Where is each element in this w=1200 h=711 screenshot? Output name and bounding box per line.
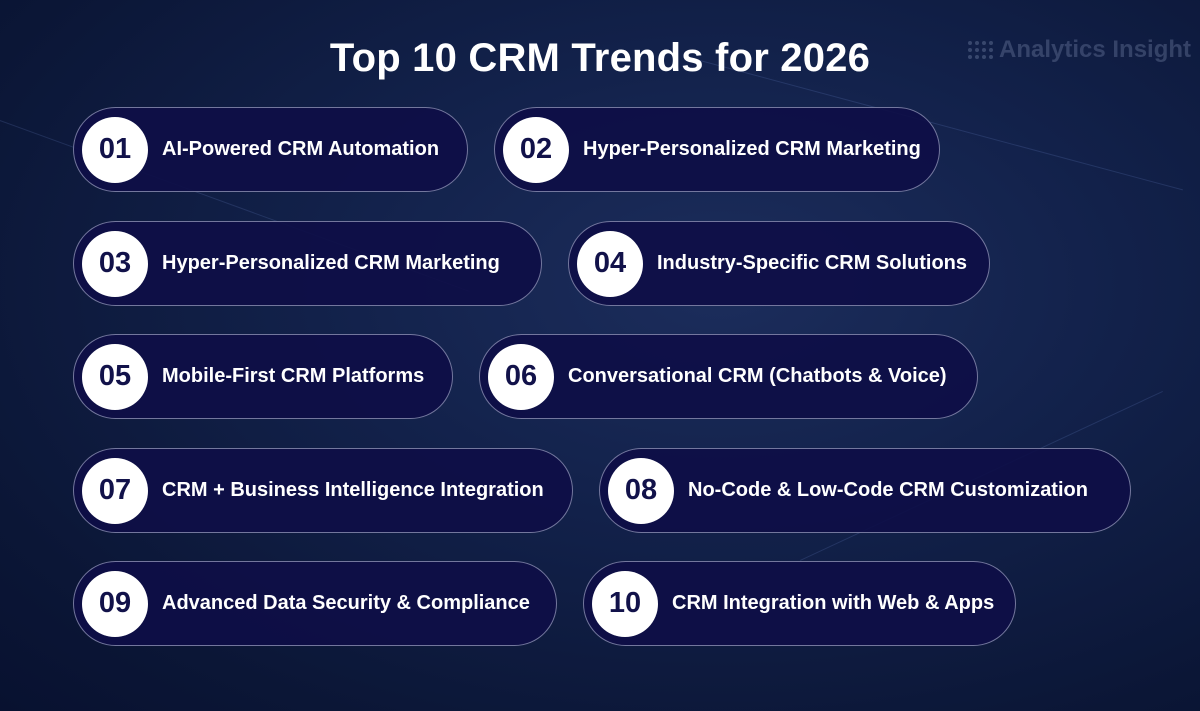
trend-number: 09 [82,570,148,637]
trend-label: Industry-Specific CRM Solutions [657,252,968,274]
trend-label: CRM Integration with Web & Apps [672,592,995,614]
trend-item: 01 AI-Powered CRM Automation [73,107,468,192]
trend-label: Advanced Data Security & Compliance [162,592,530,614]
trend-number: 02 [503,116,569,183]
page-title: Top 10 CRM Trends for 2026 [329,36,871,80]
trend-number: 07 [82,457,148,524]
brand-logo: Analytics Insight [968,36,1191,64]
trend-item: 04 Industry-Specific CRM Solutions [568,221,990,306]
trend-item: 05 Mobile-First CRM Platforms [73,334,453,419]
trend-number: 06 [488,343,554,410]
trend-item: 03 Hyper-Personalized CRM Marketing [73,221,542,306]
trend-item: 07 CRM + Business Intelligence Integratio… [73,448,573,533]
trend-number: 05 [82,343,148,410]
trend-label: CRM + Business Intelligence Integration [162,479,544,501]
trend-label: Conversational CRM (Chatbots & Voice) [568,365,947,387]
trend-label: Hyper-Personalized CRM Marketing [162,252,500,274]
trend-number: 01 [82,116,148,183]
brand-name: Analytics Insight [999,36,1192,63]
trend-label: Mobile-First CRM Platforms [162,365,425,387]
logo-dots-icon [968,41,993,59]
trend-number: 08 [608,457,674,524]
trend-item: 09 Advanced Data Security & Compliance [73,561,557,646]
trend-item: 10 CRM Integration with Web & Apps [583,561,1016,646]
trend-number: 03 [82,230,148,297]
trend-item: 08 No-Code & Low-Code CRM Customization [599,448,1131,533]
trend-label: Hyper-Personalized CRM Marketing [583,138,921,160]
trend-number: 04 [577,230,643,297]
trend-label: No-Code & Low-Code CRM Customization [688,479,1088,501]
trend-item: 06 Conversational CRM (Chatbots & Voice) [479,334,978,419]
trend-item: 02 Hyper-Personalized CRM Marketing [494,107,940,192]
trend-label: AI-Powered CRM Automation [162,138,440,160]
trend-number: 10 [592,570,658,637]
